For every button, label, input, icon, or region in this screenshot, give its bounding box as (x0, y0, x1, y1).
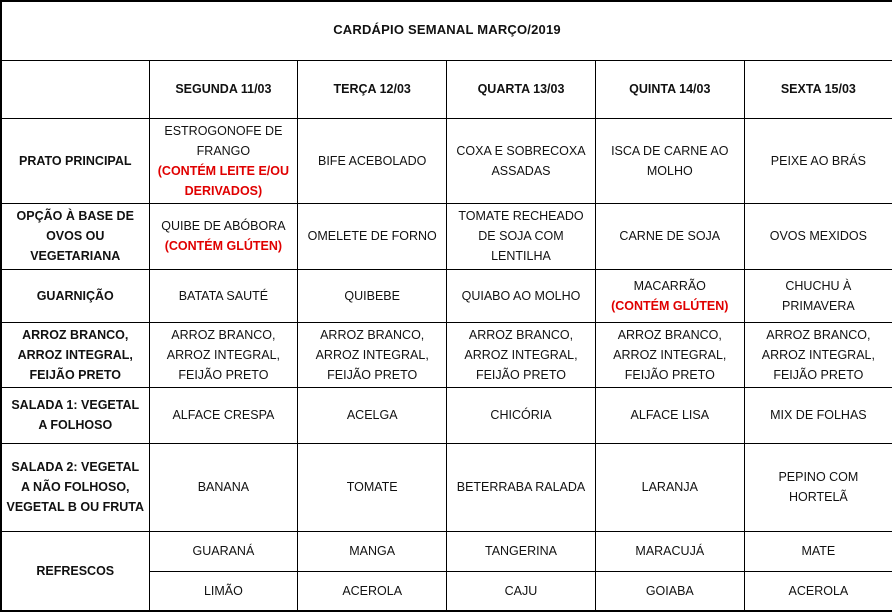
dish-text: ARROZ BRANCO, ARROZ INTEGRAL, FEIJÃO PRE… (464, 327, 578, 382)
cell-arroz-terca: ARROZ BRANCO, ARROZ INTEGRAL, FEIJÃO PRE… (297, 321, 448, 388)
column-header-sexta: SEXTA 15/03 (743, 59, 892, 119)
cell-refresco2-segunda: LIMÃO (148, 570, 299, 612)
dish-text: QUIABO AO MOLHO (461, 288, 581, 303)
cell-salada1-quinta: ALFACE LISA (594, 386, 745, 444)
dish-text: OMELETE DE FORNO (307, 229, 437, 243)
cell-prato-quarta: COXA E SOBRECOXA ASSADAS (446, 117, 596, 204)
allergen-note: (CONTÉM GLÚTEN) (611, 298, 729, 313)
cell-salada1-quarta: CHICÓRIA (446, 386, 596, 444)
cell-guarnicao-quarta: QUIABO AO MOLHO (446, 268, 596, 323)
cell-arroz-quinta: ARROZ BRANCO, ARROZ INTEGRAL, FEIJÃO PRE… (594, 321, 745, 388)
cell-guarnicao-sexta: CHUCHU À PRIMAVERA (743, 268, 892, 323)
header-row: SEGUNDA 11/03 TERÇA 12/03 QUARTA 13/03 Q… (0, 59, 892, 119)
cell-refresco2-terca: ACEROLA (297, 570, 448, 612)
cell-refresco1-sexta: MATE (743, 530, 892, 572)
dish-text: BATATA SAUTÉ (178, 288, 269, 303)
cell-arroz-quarta: ARROZ BRANCO, ARROZ INTEGRAL, FEIJÃO PRE… (446, 321, 596, 388)
dish-text: COXA E SOBRECOXA ASSADAS (456, 143, 586, 178)
dish-text: CHUCHU À PRIMAVERA (782, 278, 855, 313)
cell-prato-terca: BIFE ACEBOLADO (297, 117, 448, 204)
row-refrescos-2: LIMÃO ACEROLA CAJU GOIABA ACEROLA (1, 570, 892, 612)
dish-text: QUIBEBE (344, 288, 400, 303)
dish-text: LARANJA (641, 480, 698, 494)
dish-text: BANANA (197, 480, 250, 494)
cell-guarnicao-segunda: BATATA SAUTÉ (148, 268, 299, 323)
title-row: CARDÁPIO SEMANAL MARÇO/2019 (0, 0, 892, 61)
dish-text: ESTROGONOFE DE FRANGO (164, 123, 283, 158)
row-salada-2: SALADA 2: VEGETAL A NÃO FOLHOSO, VEGETAL… (0, 442, 892, 532)
dish-text: CHICÓRIA (490, 408, 552, 422)
dish-text: ISCA DE CARNE AO MOLHO (611, 143, 729, 178)
cell-opcao-quarta: TOMATE RECHEADO DE SOJA COM LENTILHA (446, 202, 596, 270)
cell-refresco1-terca: MANGA (297, 530, 448, 572)
cell-refresco1-quinta: MARACUJÁ (594, 530, 745, 572)
allergen-note: (CONTÉM LEITE E/OU DERIVADOS) (157, 163, 290, 198)
row-label-arroz-feijao: ARROZ BRANCO, ARROZ INTEGRAL, FEIJÃO PRE… (0, 321, 150, 388)
dish-text: BETERRABA RALADA (456, 480, 586, 494)
dish-text: ALFACE CRESPA (172, 408, 275, 422)
cell-prato-quinta: ISCA DE CARNE AO MOLHO (594, 117, 745, 204)
cell-opcao-segunda: QUIBE DE ABÓBORA (CONTÉM GLÚTEN) (148, 202, 299, 270)
row-label-guarnicao: GUARNIÇÃO (0, 268, 150, 323)
row-salada-1: SALADA 1: VEGETAL A FOLHOSO ALFACE CRESP… (0, 386, 892, 444)
dish-text: OVOS MEXIDOS (769, 229, 867, 243)
cell-salada1-segunda: ALFACE CRESPA (148, 386, 299, 444)
row-prato-principal: PRATO PRINCIPAL ESTROGONOFE DE FRANGO (C… (0, 117, 892, 204)
row-label-prato-principal: PRATO PRINCIPAL (0, 117, 150, 204)
cell-refresco1-quarta: TANGERINA (446, 530, 596, 572)
row-refrescos-1: REFRESCOS GUARANÁ MANGA TANGERINA MARACU… (0, 530, 892, 612)
column-header-segunda: SEGUNDA 11/03 (148, 59, 299, 119)
dish-text: MACARRÃO (633, 278, 706, 293)
dish-text: MIX DE FOLHAS (770, 408, 867, 422)
cell-salada1-sexta: MIX DE FOLHAS (743, 386, 892, 444)
dish-text: ARROZ BRANCO, ARROZ INTEGRAL, FEIJÃO PRE… (166, 327, 280, 382)
cell-salada2-quarta: BETERRABA RALADA (446, 442, 596, 532)
dish-text: ARROZ BRANCO, ARROZ INTEGRAL, FEIJÃO PRE… (315, 327, 429, 382)
dish-text: QUIBE DE ABÓBORA (161, 219, 286, 233)
cell-prato-sexta: PEIXE AO BRÁS (743, 117, 892, 204)
cell-salada2-sexta: PEPINO COM HORTELÃ (743, 442, 892, 532)
column-header-quinta: QUINTA 14/03 (594, 59, 745, 119)
cell-refresco2-quarta: CAJU (446, 570, 596, 612)
dish-text: ACELGA (346, 408, 398, 422)
row-label-salada-2: SALADA 2: VEGETAL A NÃO FOLHOSO, VEGETAL… (0, 442, 150, 532)
cell-prato-segunda: ESTROGONOFE DE FRANGO (CONTÉM LEITE E/OU… (148, 117, 299, 204)
cell-salada2-segunda: BANANA (148, 442, 299, 532)
dish-text: ARROZ BRANCO, ARROZ INTEGRAL, FEIJÃO PRE… (761, 327, 875, 382)
cell-opcao-terca: OMELETE DE FORNO (297, 202, 448, 270)
cell-refresco2-sexta: ACEROLA (743, 570, 892, 612)
dish-text: PEPINO COM HORTELÃ (778, 470, 859, 504)
cell-refresco2-quinta: GOIABA (594, 570, 745, 612)
dish-text: CARNE DE SOJA (619, 229, 721, 243)
empty-corner-cell (0, 59, 150, 119)
row-guarnicao: GUARNIÇÃO BATATA SAUTÉ QUIBEBE QUIABO AO… (0, 268, 892, 323)
dish-text: TOMATE RECHEADO DE SOJA COM LENTILHA (458, 209, 584, 263)
cell-guarnicao-quinta: MACARRÃO (CONTÉM GLÚTEN) (594, 268, 745, 323)
cell-salada2-quinta: LARANJA (594, 442, 745, 532)
cell-opcao-sexta: OVOS MEXIDOS (743, 202, 892, 270)
cell-arroz-segunda: ARROZ BRANCO, ARROZ INTEGRAL, FEIJÃO PRE… (148, 321, 299, 388)
dish-text: ALFACE LISA (630, 408, 710, 422)
row-label-refrescos: REFRESCOS (0, 530, 150, 612)
cell-opcao-quinta: CARNE DE SOJA (594, 202, 745, 270)
dish-text: ARROZ BRANCO, ARROZ INTEGRAL, FEIJÃO PRE… (613, 327, 727, 382)
row-label-salada-1: SALADA 1: VEGETAL A FOLHOSO (0, 386, 150, 444)
column-header-terca: TERÇA 12/03 (297, 59, 448, 119)
allergen-note: (CONTÉM GLÚTEN) (164, 239, 283, 253)
row-label-opcao-vegetariana: OPÇÃO À BASE DE OVOS OU VEGETARIANA (0, 202, 150, 270)
dish-text: PEIXE AO BRÁS (770, 153, 866, 168)
dish-text: BIFE ACEBOLADO (318, 153, 427, 168)
cell-arroz-sexta: ARROZ BRANCO, ARROZ INTEGRAL, FEIJÃO PRE… (743, 321, 892, 388)
cell-salada2-terca: TOMATE (297, 442, 448, 532)
dish-text: TOMATE (346, 480, 398, 494)
cell-refresco1-segunda: GUARANÁ (148, 530, 299, 572)
menu-title: CARDÁPIO SEMANAL MARÇO/2019 (0, 0, 892, 61)
row-arroz-feijao: ARROZ BRANCO, ARROZ INTEGRAL, FEIJÃO PRE… (0, 321, 892, 388)
column-header-quarta: QUARTA 13/03 (446, 59, 596, 119)
cell-guarnicao-terca: QUIBEBE (297, 268, 448, 323)
cell-salada1-terca: ACELGA (297, 386, 448, 444)
row-opcao-vegetariana: OPÇÃO À BASE DE OVOS OU VEGETARIANA QUIB… (0, 202, 892, 270)
